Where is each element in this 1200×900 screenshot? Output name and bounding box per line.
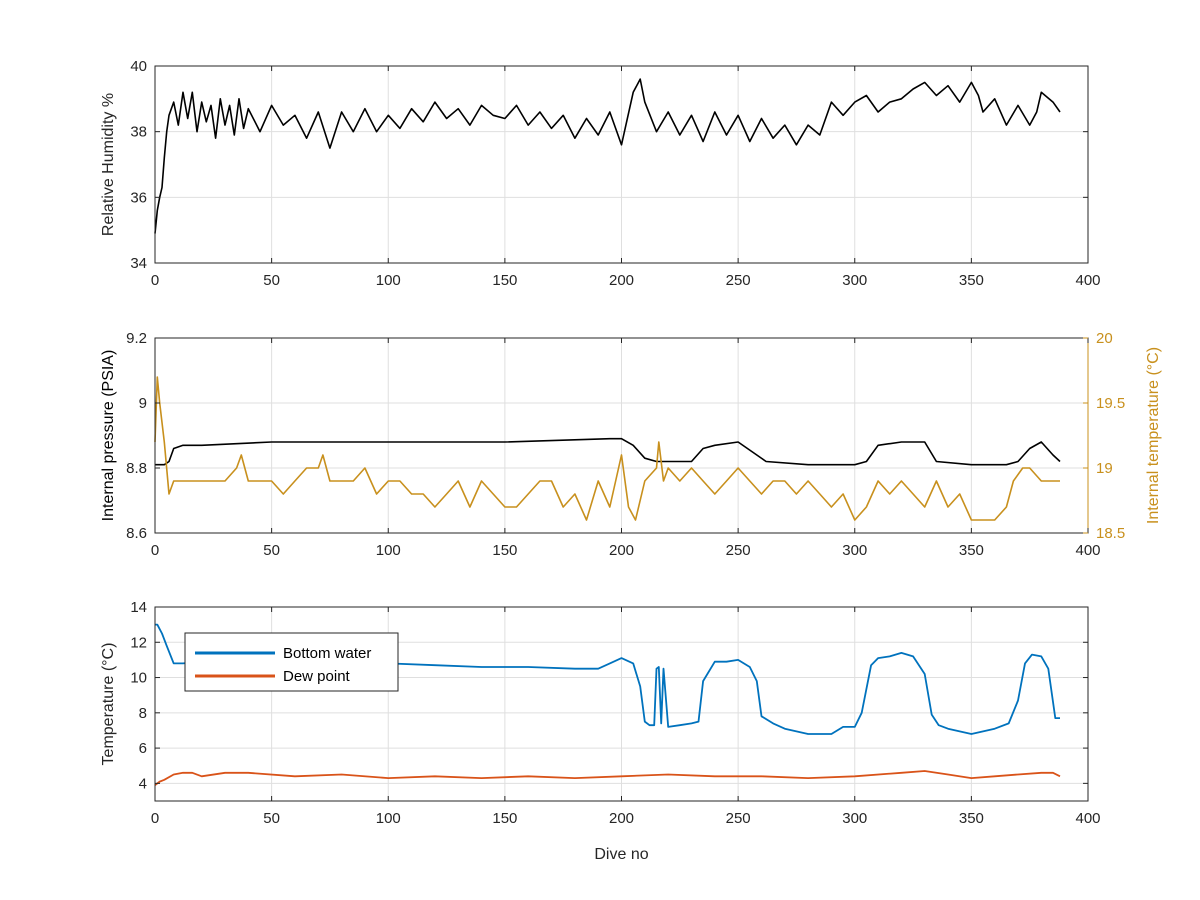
x-tick-label: 50 [263, 810, 280, 827]
x-tick-label: 250 [726, 272, 751, 289]
y-tick-label: 14 [130, 599, 147, 616]
x-tick-label: 300 [842, 810, 867, 827]
y-axis-label: Internal pressure (PSIA) [100, 350, 117, 522]
y-tick-label: 6 [139, 740, 147, 757]
x-tick-label: 350 [959, 810, 984, 827]
y-tick-label: 9 [139, 395, 147, 412]
x-tick-label: 200 [609, 272, 634, 289]
x-tick-label: 100 [376, 810, 401, 827]
x-tick-label: 400 [1075, 542, 1100, 559]
subplot-2: 0 50 100 150 200 250 300 350 400 8.6 8.8 9 9.2 18.5 19… [100, 330, 1162, 559]
x-tick-label: 350 [959, 542, 984, 559]
y-tick-label: 34 [130, 255, 147, 272]
legend: Bottom water Dew point [184, 632, 399, 692]
x-tick-label: 100 [376, 542, 401, 559]
y-tick-label: 8.8 [126, 460, 147, 477]
x-tick-label: 0 [151, 542, 159, 559]
x-tick-label: 50 [263, 542, 280, 559]
x-axis-label: Dive no [594, 846, 648, 863]
y-tick-label: 8 [139, 705, 147, 722]
series-line-2 [154, 376, 1060, 521]
y-tick-label: 36 [130, 189, 147, 206]
y-tick-label: 4 [139, 775, 147, 792]
legend-box [184, 632, 399, 692]
x-tick-label: 150 [492, 272, 517, 289]
y-tick-label: 40 [130, 58, 147, 75]
y-tick-label: 10 [130, 670, 147, 687]
series-line-1 [155, 623, 1060, 735]
subplot-1: 0 50 100 150 200 250 300 350 400 34 36 38 40 Relative… [100, 58, 1101, 289]
series-line-1 [154, 78, 1061, 234]
x-tick-label: 250 [726, 810, 751, 827]
x-tick-label: 150 [492, 810, 517, 827]
x-tick-label: 400 [1075, 810, 1100, 827]
x-tick-label: 250 [726, 542, 751, 559]
y-axis-label: Temperature (°C) [100, 643, 117, 766]
y-tick-label: 9.2 [126, 330, 147, 347]
x-tick-label: 150 [492, 542, 517, 559]
y-right-axis-label: Internal temperature (°C) [1145, 347, 1162, 524]
x-tick-label: 300 [842, 272, 867, 289]
legend-label: Dew point [283, 668, 351, 685]
x-tick-label: 200 [609, 810, 634, 827]
x-tick-label: 400 [1075, 272, 1100, 289]
x-tick-label: 50 [263, 272, 280, 289]
x-tick-label: 0 [151, 810, 159, 827]
series-line-2 [154, 770, 1061, 786]
y-right-tick-label: 18.5 [1096, 525, 1125, 542]
y-tick-label: 38 [130, 124, 147, 141]
y-right-tick-label: 19 [1096, 460, 1113, 477]
x-tick-label: 0 [151, 272, 159, 289]
y-tick-label: 12 [130, 634, 147, 651]
legend-label: Bottom water [283, 645, 371, 662]
x-tick-label: 100 [376, 272, 401, 289]
y-tick-label: 8.6 [126, 525, 147, 542]
x-tick-label: 300 [842, 542, 867, 559]
subplot-3: 0 50 100 150 200 250 300 350 400 4 6 8 10 12 14 Tempera… [100, 599, 1101, 863]
x-tick-label: 200 [609, 542, 634, 559]
series-line-1 [155, 437, 1061, 466]
y-axis-label: Relative Humidity % [100, 93, 117, 236]
y-right-tick-label: 19.5 [1096, 395, 1125, 412]
y-right-tick-label: 20 [1096, 330, 1113, 347]
x-tick-label: 350 [959, 272, 984, 289]
